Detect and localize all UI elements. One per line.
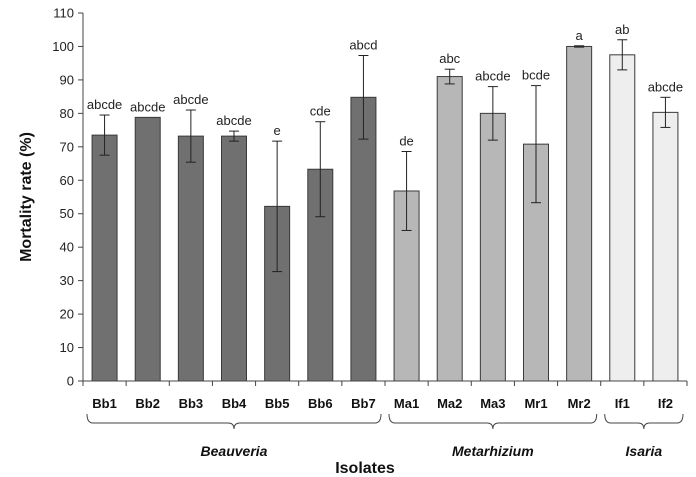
significance-label: abcde xyxy=(173,92,208,107)
significance-label: abcde xyxy=(475,69,510,84)
significance-label: ab xyxy=(615,22,629,37)
error-bars xyxy=(99,39,671,273)
bar-if2 xyxy=(652,111,679,382)
category-label: If2 xyxy=(658,396,673,411)
y-tick-label: 40 xyxy=(60,240,74,255)
y-tick-label: 80 xyxy=(60,106,74,121)
category-label: If1 xyxy=(615,396,630,411)
y-tick-label: 60 xyxy=(60,173,74,188)
bar-ma3 xyxy=(479,112,506,382)
bars xyxy=(91,45,679,382)
category-label: Bb7 xyxy=(351,396,376,411)
group-bracket xyxy=(86,413,382,430)
category-labels: Bb1 Bb2 Bb3 Bb4 Bb5 Bb6 Bb7 Ma1 Ma2 Ma3 Mr1 Mr2 If1 I… xyxy=(92,396,673,411)
bar-bb1 xyxy=(91,134,118,382)
y-tick-label: 100 xyxy=(52,39,74,54)
significance-label: abcde xyxy=(130,99,165,114)
bar-ma2 xyxy=(436,76,463,382)
significance-label: abcde xyxy=(87,97,122,112)
bar-bb7 xyxy=(350,96,377,382)
y-tick-label: 50 xyxy=(60,206,74,221)
significance-label: bcde xyxy=(522,68,550,83)
y-tick-label: 20 xyxy=(60,307,74,322)
x-axis-title: Isolates xyxy=(335,460,395,477)
category-label: Bb4 xyxy=(222,396,247,411)
group-label: Beauveria xyxy=(201,443,268,459)
category-label: Bb3 xyxy=(179,396,204,411)
group-bracket xyxy=(388,413,598,430)
bar-mr2 xyxy=(566,45,593,382)
category-label: Ma3 xyxy=(480,396,505,411)
significance-label: abcd xyxy=(349,37,377,52)
bar-bb4 xyxy=(221,135,247,382)
bar-bb3 xyxy=(177,135,204,382)
y-axis-ticks: 0 10 20 30 40 50 60 70 80 90 100 110 xyxy=(52,6,688,389)
significance-label: abcde xyxy=(216,113,251,128)
significance-label: abcde xyxy=(648,79,683,94)
y-tick-label: 70 xyxy=(60,139,74,154)
y-tick-label: 90 xyxy=(60,72,74,87)
category-label: Bb5 xyxy=(265,396,290,411)
significance-label: cde xyxy=(310,104,331,119)
significance-label: de xyxy=(399,134,413,149)
group-label: Isaria xyxy=(626,443,663,459)
category-label: Bb2 xyxy=(135,396,160,411)
category-label: Mr1 xyxy=(524,396,547,411)
category-label: Bb6 xyxy=(308,396,333,411)
bar-if1 xyxy=(609,54,636,382)
category-label: Ma2 xyxy=(437,396,462,411)
group-label: Metarhizium xyxy=(452,443,534,459)
significance-label: abc xyxy=(439,51,460,66)
category-label: Mr2 xyxy=(568,396,591,411)
y-tick-label: 0 xyxy=(67,374,74,389)
significance-label: e xyxy=(274,123,281,138)
y-tick-label: 10 xyxy=(60,340,74,355)
category-label: Bb1 xyxy=(92,396,117,411)
group-brackets: Beauveria Metarhizium Isaria xyxy=(86,413,684,459)
significance-label: a xyxy=(576,28,584,43)
y-axis-title: Mortality rate (%) xyxy=(18,132,35,262)
bar-bb2 xyxy=(134,116,161,382)
group-bracket xyxy=(604,413,684,430)
y-tick-label: 30 xyxy=(60,273,74,288)
category-label: Ma1 xyxy=(394,396,419,411)
y-tick-label: 110 xyxy=(53,6,74,21)
